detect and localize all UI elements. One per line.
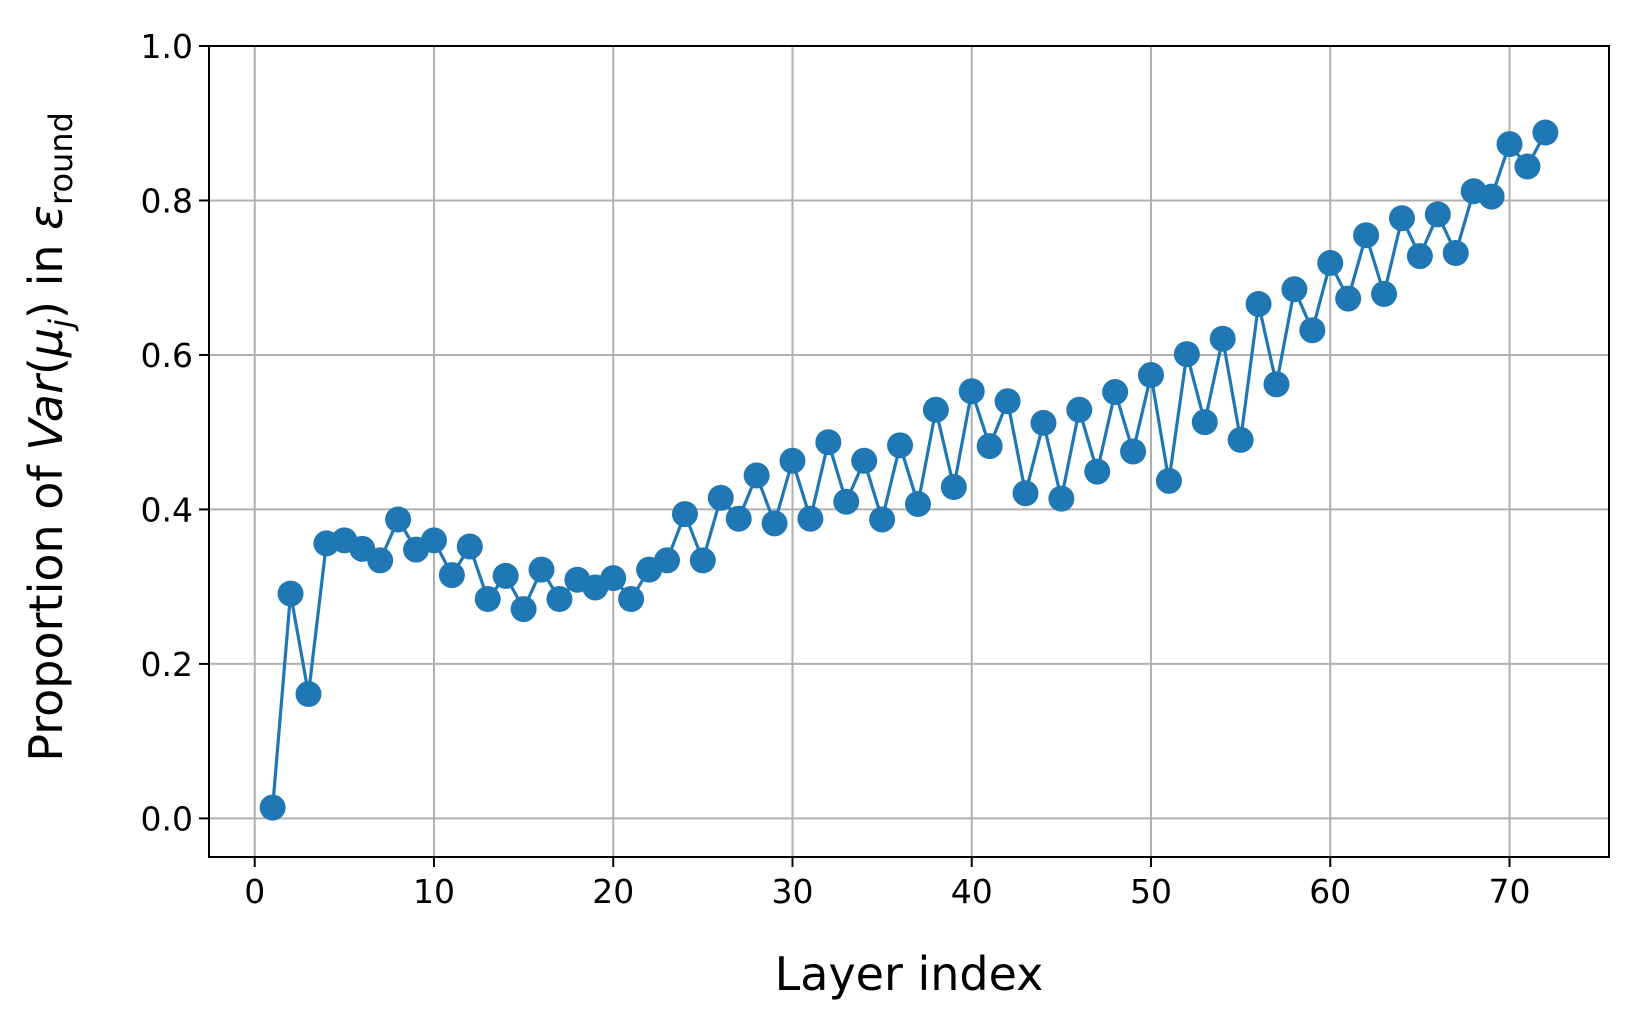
data-point	[1317, 250, 1344, 277]
data-point	[869, 506, 896, 533]
data-point	[295, 681, 322, 708]
data-point	[1371, 280, 1398, 307]
y-label-part: Var	[19, 372, 73, 451]
data-point	[528, 556, 555, 583]
data-point	[761, 510, 788, 537]
data-point	[1406, 243, 1433, 270]
data-point	[707, 484, 734, 511]
data-point	[1191, 409, 1218, 436]
data-point	[1388, 205, 1415, 232]
data-point	[1084, 458, 1111, 485]
x-tick-label: 0	[244, 872, 265, 911]
y-label-part: (	[19, 357, 73, 375]
data-point	[420, 527, 447, 554]
data-point	[1173, 341, 1200, 368]
data-point	[1281, 276, 1308, 303]
data-point	[438, 562, 465, 589]
data-point	[940, 474, 967, 501]
data-point	[1299, 317, 1326, 344]
data-point	[797, 505, 824, 532]
data-point	[1353, 222, 1380, 249]
data-point	[1209, 325, 1236, 352]
y-tick-label: 0.4	[141, 490, 193, 529]
data-point	[725, 505, 752, 532]
data-point	[743, 462, 770, 489]
data-point	[277, 580, 304, 607]
y-label-part: ) in	[19, 230, 73, 319]
data-point	[1442, 239, 1469, 266]
data-point	[904, 491, 931, 518]
data-point	[1030, 409, 1057, 436]
data-point	[367, 547, 394, 574]
data-point	[474, 586, 501, 613]
y-tick-label: 0.2	[141, 645, 193, 684]
y-tick-label: 0.6	[141, 336, 193, 375]
axes-frame	[208, 45, 1610, 858]
data-point	[1155, 467, 1182, 494]
data-point	[922, 396, 949, 423]
data-point	[618, 586, 645, 613]
y-axis-label: Proportion of Var(μj) in εround	[19, 68, 83, 835]
data-point	[1227, 426, 1254, 453]
data-point	[1102, 379, 1129, 406]
data-point	[385, 506, 412, 533]
data-point	[1496, 131, 1523, 158]
data-point	[815, 429, 842, 456]
x-tick-label: 40	[951, 872, 993, 911]
data-point	[259, 794, 286, 821]
data-point	[851, 447, 878, 474]
x-tick-label: 50	[1130, 872, 1172, 911]
x-tick-label: 30	[771, 872, 813, 911]
data-point	[1137, 362, 1164, 389]
data-point	[887, 432, 914, 459]
y-label-part: round	[42, 112, 80, 205]
data-point	[600, 565, 627, 592]
y-tick-label: 0.0	[141, 799, 193, 838]
data-point	[654, 547, 681, 574]
data-point	[1478, 183, 1505, 210]
data-point	[456, 533, 483, 560]
y-label-part: Proportion of	[19, 451, 73, 762]
data-point	[833, 488, 860, 515]
data-point	[492, 562, 519, 589]
data-point	[510, 596, 537, 623]
data-point	[1424, 201, 1451, 228]
data-point	[994, 388, 1021, 415]
x-tick-label: 60	[1309, 872, 1351, 911]
y-label-part: ε	[19, 205, 73, 230]
data-point	[1012, 480, 1039, 507]
data-point	[1335, 285, 1362, 312]
data-point	[779, 447, 806, 474]
data-point	[958, 378, 985, 405]
data-point	[976, 433, 1003, 460]
x-tick-label: 70	[1489, 872, 1531, 911]
data-point	[1120, 438, 1147, 465]
data-point	[1048, 485, 1075, 512]
x-tick-label: 10	[413, 872, 455, 911]
y-tick-label: 1.0	[141, 27, 193, 66]
data-point	[1532, 119, 1559, 146]
plot-area	[259, 119, 1559, 821]
x-axis-label: Layer index	[775, 947, 1044, 1001]
y-label-part: μ	[19, 328, 73, 358]
data-point	[1245, 290, 1272, 317]
data-point	[1066, 396, 1093, 423]
data-point	[1263, 371, 1290, 398]
data-point	[1514, 153, 1541, 180]
y-label-part: j	[42, 319, 80, 332]
data-point	[671, 501, 698, 528]
data-point	[689, 547, 716, 574]
x-tick-label: 20	[592, 872, 634, 911]
y-tick-label: 0.8	[141, 181, 193, 220]
data-point	[546, 586, 573, 613]
